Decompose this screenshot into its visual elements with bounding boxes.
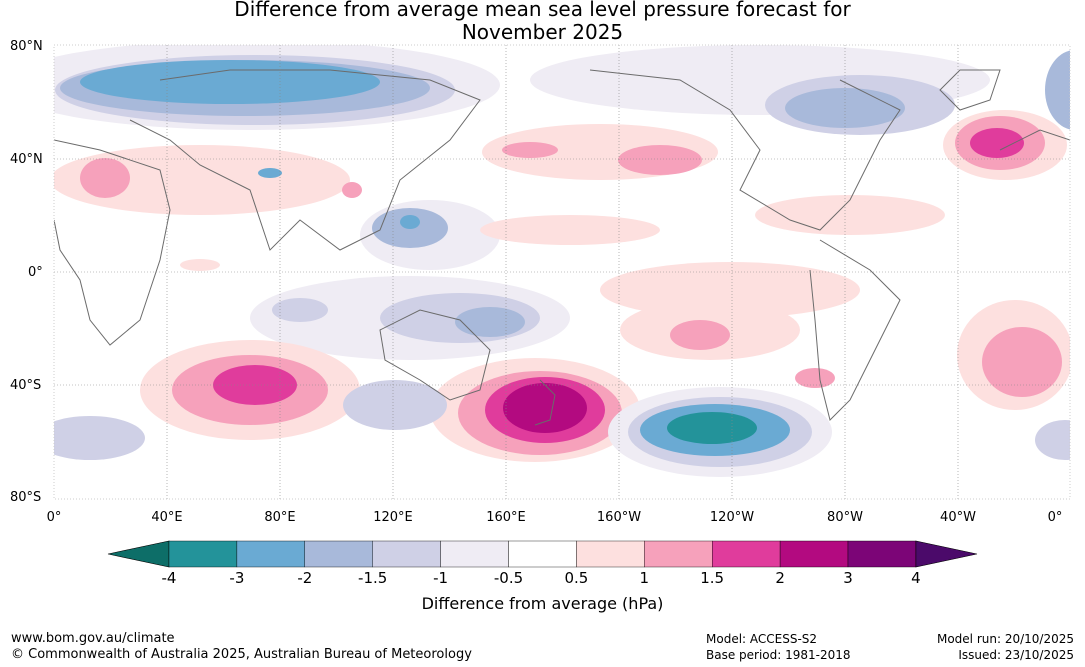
lon-label-120w: 120°W — [709, 510, 755, 525]
map-frame — [53, 44, 1071, 500]
colorbar-tick-label: -1 — [433, 569, 449, 587]
colorbar-tick-label: -3 — [229, 569, 245, 587]
lat-label-40s: 40°S — [10, 378, 42, 393]
coastlines — [54, 69, 1070, 426]
colorbar — [107, 540, 978, 568]
lon-label-160e: 160°E — [486, 510, 526, 525]
colorbar-tick-label: -1.5 — [358, 569, 388, 587]
lon-label-0-right: 0° — [1047, 510, 1063, 525]
colorbar-segment — [440, 540, 509, 568]
colorbar-segment — [644, 540, 713, 568]
title-line-1: Difference from average mean sea level p… — [234, 0, 851, 21]
lon-label-80w: 80°W — [827, 510, 863, 525]
colorbar-tick-label: 4 — [911, 569, 921, 587]
colorbar-segment — [372, 540, 441, 568]
colorbar-segment — [236, 540, 305, 568]
lon-label-40w: 40°W — [940, 510, 976, 525]
chart-title: Difference from average mean sea level p… — [0, 0, 1085, 44]
colorbar-tick-label: -0.5 — [493, 569, 524, 587]
lat-label-0: 0° — [28, 265, 43, 280]
lat-label-80n: 80°N — [10, 39, 43, 54]
footer-url[interactable]: www.bom.gov.au/climate — [11, 631, 175, 646]
colorbar-segment — [508, 540, 577, 568]
lon-label-80e: 80°E — [264, 510, 296, 525]
colorbar-segment — [712, 540, 781, 568]
colorbar-tick-label: -4 — [161, 569, 177, 587]
colorbar-segment — [304, 540, 373, 568]
lat-label-40n: 40°N — [10, 152, 43, 167]
footer-copyright: © Commonwealth of Australia 2025, Austra… — [11, 647, 472, 662]
colorbar-tick-label: 3 — [843, 569, 853, 587]
colorbar-tick-label: 0.5 — [564, 569, 589, 587]
lon-label-40e: 40°E — [151, 510, 183, 525]
colorbar-extend-low — [107, 540, 170, 568]
colorbar-segment — [576, 540, 645, 568]
title-line-2: November 2025 — [461, 20, 624, 44]
gridlines — [54, 45, 1070, 499]
colorbar-segment — [168, 540, 238, 568]
colorbar-extend-high — [915, 540, 978, 568]
colorbar-segment — [847, 540, 917, 568]
lon-label-120e: 120°E — [373, 510, 413, 525]
colorbar-tick-label: 1 — [639, 569, 650, 587]
lat-label-80s: 80°S — [10, 490, 42, 505]
colorbar-title: Difference from average (hPa) — [421, 594, 664, 613]
colorbar-tick-label: -2 — [297, 569, 313, 587]
colorbar-tick-label: 2 — [775, 569, 785, 587]
footer-model-run: Model run: 20/10/2025 — [936, 632, 1074, 646]
colorbar-segment — [779, 540, 849, 568]
footer-base-period: Base period: 1981-2018 — [706, 648, 851, 662]
footer-model: Model: ACCESS-S2 — [706, 632, 818, 646]
lon-label-0-left: 0° — [46, 510, 62, 525]
footer-issued: Issued: 23/10/2025 — [958, 648, 1074, 662]
anomaly-fields — [54, 45, 1070, 477]
colorbar-tick-label: 1.5 — [700, 569, 725, 587]
lon-label-160w: 160°W — [596, 510, 642, 525]
